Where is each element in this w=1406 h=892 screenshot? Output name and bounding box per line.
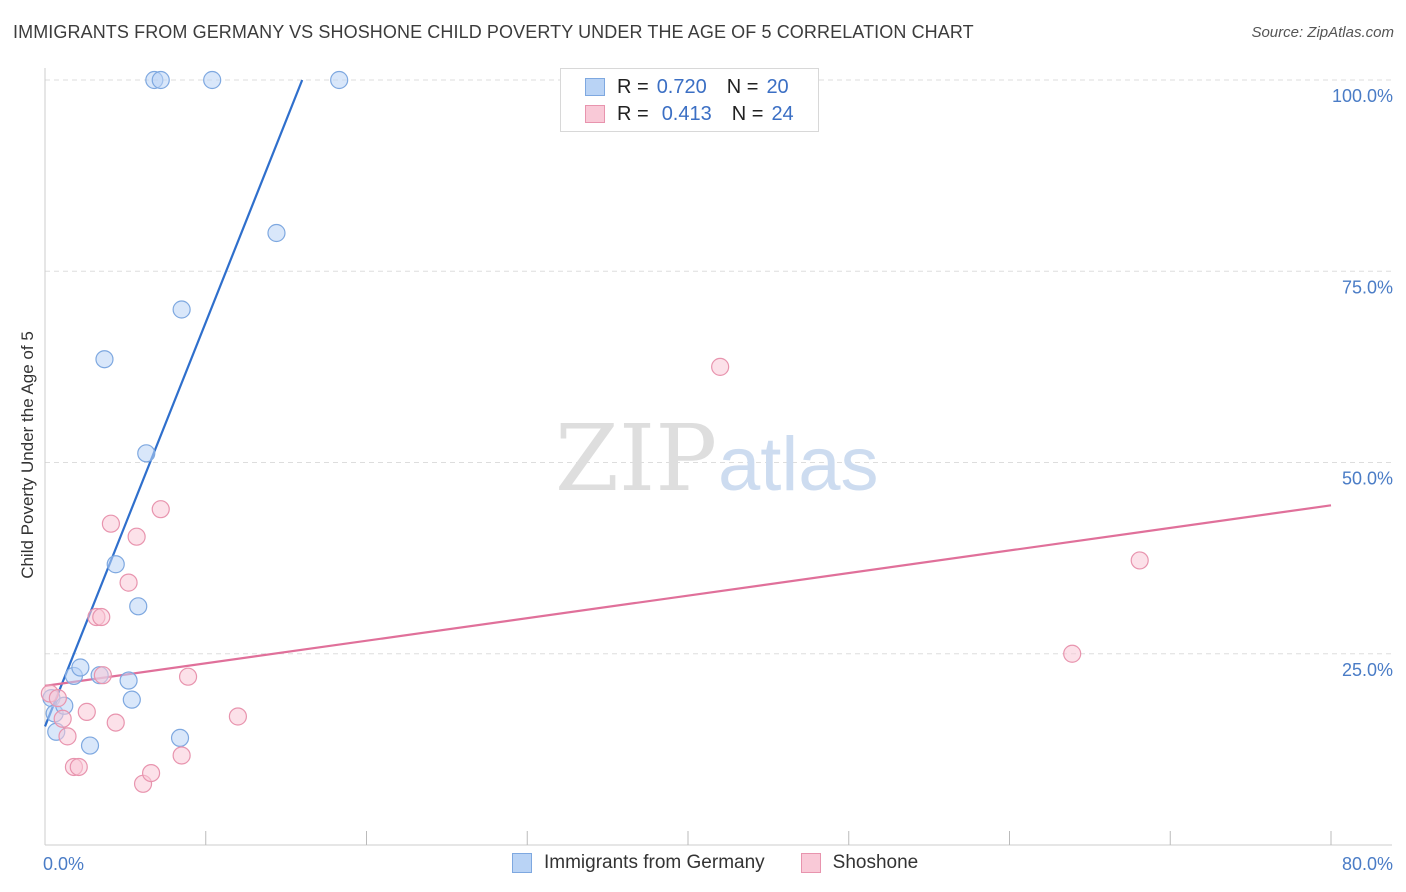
legend-n-label: N = xyxy=(731,102,764,125)
x-tick-label: 80.0% xyxy=(1342,854,1393,874)
data-point-blue xyxy=(267,223,286,243)
data-point-pink xyxy=(53,709,72,728)
data-point-pink xyxy=(141,763,161,783)
y-tick-label: 75.0% xyxy=(1342,277,1393,297)
data-point-blue xyxy=(119,671,138,690)
data-point-pink xyxy=(127,527,146,546)
chart-title: IMMIGRANTS FROM GERMANY VS SHOSHONE CHIL… xyxy=(13,22,974,42)
legend-r-label: R = xyxy=(617,102,649,125)
data-point-pink xyxy=(92,607,111,627)
y-tick-label: 100.0% xyxy=(1332,86,1393,106)
legend-r-value: 0.720 xyxy=(656,75,707,98)
data-points xyxy=(40,70,1149,793)
trend-lines xyxy=(43,79,1332,727)
watermark-atlas: atlas xyxy=(718,422,879,507)
legend-label: Immigrants from Germany xyxy=(544,852,765,873)
legend-n-value: 24 xyxy=(771,102,794,125)
data-point-blue xyxy=(122,690,141,709)
data-point-blue xyxy=(170,728,190,748)
data-point-pink xyxy=(711,357,730,376)
data-point-blue xyxy=(106,555,125,574)
trend-line-blue xyxy=(43,79,304,727)
data-point-blue xyxy=(80,736,100,755)
data-point-pink xyxy=(172,746,191,765)
watermark: ZIP atlas xyxy=(555,405,879,512)
legend-swatch-pink xyxy=(800,853,821,873)
data-point-blue xyxy=(151,70,170,90)
data-point-blue xyxy=(137,444,156,463)
x-tick-label: 0.0% xyxy=(43,854,84,874)
watermark-zip: ZIP xyxy=(555,405,717,512)
axes xyxy=(44,68,1392,846)
data-point-pink xyxy=(101,514,121,533)
y-tick-label: 50.0% xyxy=(1342,469,1393,489)
data-point-blue xyxy=(330,70,349,90)
data-point-pink xyxy=(106,713,125,732)
data-point-pink xyxy=(1130,551,1149,570)
legend-row-shoshone: R = 0.413 N = 24 xyxy=(585,102,794,126)
data-point-pink xyxy=(151,500,170,519)
data-point-pink xyxy=(119,573,138,592)
stats-legend: R = 0.720 N = 20 R = 0.413 N = 24 xyxy=(560,68,819,132)
data-point-pink xyxy=(178,667,198,686)
data-point-pink xyxy=(1063,644,1082,663)
trend-line-pink xyxy=(44,504,1332,687)
data-point-blue xyxy=(95,350,114,369)
legend-item-germany[interactable]: Immigrants from Germany xyxy=(512,852,765,874)
data-point-pink xyxy=(93,666,112,685)
data-point-blue xyxy=(172,300,191,319)
legend-item-shoshone[interactable]: Shoshone xyxy=(800,852,919,874)
data-point-pink xyxy=(69,757,88,777)
data-point-blue xyxy=(129,597,148,616)
legend-r-label: R = xyxy=(617,75,649,98)
data-point-pink xyxy=(58,727,77,746)
bottom-legend: Immigrants from Germany Shoshone xyxy=(512,852,954,874)
legend-swatch-blue xyxy=(585,78,605,96)
source-label: Source: ZipAtlas.com xyxy=(1251,24,1394,41)
legend-n-label: N = xyxy=(726,75,759,98)
legend-r-value: 0.413 xyxy=(661,102,712,125)
data-point-pink xyxy=(228,707,247,726)
tick-labels: 25.0% 50.0% 75.0% 100.0% 0.0% 80.0% xyxy=(43,86,1393,874)
data-point-blue xyxy=(203,70,222,90)
legend-swatch-pink xyxy=(585,105,605,123)
legend-n-value: 20 xyxy=(766,75,789,98)
legend-row-germany: R = 0.720 N = 20 xyxy=(585,75,789,99)
legend-label: Shoshone xyxy=(832,852,919,873)
data-point-pink xyxy=(77,702,96,721)
y-tick-label: 25.0% xyxy=(1342,660,1393,680)
data-point-blue xyxy=(71,658,90,677)
data-point-pink xyxy=(48,689,67,708)
legend-swatch-blue xyxy=(512,853,532,873)
